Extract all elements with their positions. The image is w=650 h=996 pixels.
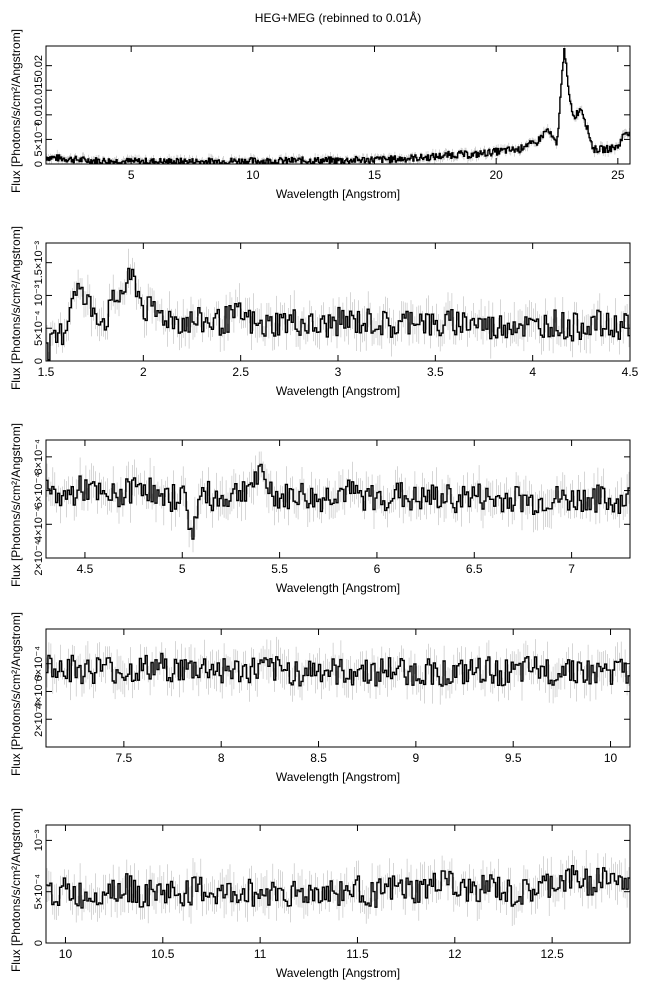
spectrum-line — [46, 267, 630, 361]
spectrum-line — [46, 652, 630, 687]
y-tick-label: 5×10⁻⁴ — [33, 310, 45, 346]
x-tick-label: 6.5 — [466, 562, 483, 576]
y-tick-label: 2×10⁻⁴ — [33, 701, 45, 737]
y-tick-label: 4×10⁻⁴ — [33, 674, 45, 710]
plot-frame — [45, 242, 631, 362]
x-tick-label: 2 — [140, 365, 147, 379]
y-tick-label: 0 — [33, 358, 45, 364]
y-tick-label: 2×10⁻⁴ — [33, 540, 45, 576]
x-tick-label: 11 — [254, 947, 267, 961]
y-tick-label: 0.02 — [33, 55, 45, 76]
x-tick-label: 1.5 — [38, 365, 55, 379]
y-axis-label: Flux [Photons/s/cm²/Angstrom] — [9, 808, 23, 972]
plot-frame — [45, 824, 631, 944]
panel-2: 1.5 2 2.5 3 3.5 4 4.5 0 5×10⁻⁴ 10⁻³1.5×10⁻³ Wavele… — [9, 226, 639, 398]
x-tick-label: 10 — [604, 751, 618, 765]
x-tick-label: 12.5 — [540, 947, 564, 961]
x-tick-label: 7 — [568, 562, 575, 576]
x-tick-label: 2.5 — [232, 365, 249, 379]
y-tick-label: 5×10⁻³ — [33, 122, 45, 157]
x-tick-label: 10 — [59, 947, 73, 961]
x-tick-label: 9 — [413, 751, 420, 765]
x-tick-label: 4.5 — [622, 365, 639, 379]
x-tick-label: 15 — [368, 168, 382, 182]
x-axis-label: Wavelength [Angstrom] — [276, 770, 400, 784]
x-axis-label: Wavelength [Angstrom] — [276, 966, 400, 980]
x-tick-label: 10 — [246, 168, 260, 182]
y-tick-label: 0.015 — [33, 76, 45, 104]
x-tick-label: 6 — [374, 562, 381, 576]
y-tick-label: 10⁻³ — [33, 829, 45, 851]
x-tick-label: 4.5 — [77, 562, 94, 576]
y-tick-label: 8×10⁻⁴ — [33, 439, 45, 475]
x-tick-label: 5 — [179, 562, 186, 576]
y-tick-label: 1.5×10⁻³ — [33, 241, 45, 285]
plot-frame — [45, 628, 631, 748]
x-axis-label: Wavelength [Angstrom] — [276, 384, 400, 398]
y-tick-label: 6×10⁻⁴ — [33, 646, 45, 682]
y-axis-label: Flux [Photons/s/cm²/Angstrom] — [9, 423, 23, 587]
plot-frame — [45, 45, 631, 165]
y-axis-label: Flux [Photons/s/cm²/Angstrom] — [9, 29, 23, 193]
y-axis-label: Flux [Photons/s/cm²/Angstrom] — [9, 612, 23, 776]
panel-3: 4.5 5 5.5 6 6.5 7 2×10⁻⁴4×10⁻⁴6×10⁻⁴8×10⁻⁴ Wave… — [9, 423, 631, 595]
x-tick-label: 10.5 — [151, 947, 175, 961]
y-tick-label: 6×10⁻⁴ — [33, 473, 45, 509]
spectrum-line — [46, 463, 630, 540]
error-bars — [46, 46, 630, 164]
x-tick-label: 4 — [529, 365, 536, 379]
x-tick-label: 11.5 — [346, 947, 369, 961]
y-tick-label: 0 — [33, 161, 45, 167]
x-tick-label: 3.5 — [427, 365, 444, 379]
y-axis-label: Flux [Photons/s/cm²/Angstrom] — [9, 226, 23, 390]
spectrum-line — [46, 865, 630, 909]
panel-5: 10 10.5 11 11.5 12 12.5 0 5×10⁻⁴ 10⁻³ Wavelength … — [9, 808, 631, 980]
x-tick-label: 25 — [611, 168, 625, 182]
x-axis-label: Wavelength [Angstrom] — [276, 581, 400, 595]
x-tick-label: 5.5 — [271, 562, 288, 576]
y-tick-label: 0.01 — [33, 104, 45, 125]
figure-title: HEG+MEG (rebinned to 0.01Å) — [255, 10, 421, 25]
plot-frame — [45, 439, 631, 559]
panel-4: 7.5 8 8.5 9 9.5 10 2×10⁻⁴4×10⁻⁴6×10⁻⁴ Wavelengt… — [9, 612, 631, 784]
x-tick-label: 3 — [335, 365, 342, 379]
x-tick-label: 20 — [489, 168, 503, 182]
x-axis-label: Wavelength [Angstrom] — [276, 187, 400, 201]
x-tick-label: 7.5 — [116, 751, 133, 765]
x-tick-label: 8.5 — [310, 751, 327, 765]
spectrum-line — [46, 48, 630, 164]
y-tick-label: 10⁻³ — [33, 284, 45, 306]
x-tick-label: 12 — [448, 947, 462, 961]
x-tick-label: 8 — [218, 751, 225, 765]
x-tick-label: 9.5 — [505, 751, 522, 765]
y-tick-label: 0 — [33, 940, 45, 946]
y-tick-label: 4×10⁻⁴ — [33, 506, 45, 542]
x-tick-label: 5 — [128, 168, 135, 182]
y-tick-label: 5×10⁻⁴ — [33, 874, 45, 910]
